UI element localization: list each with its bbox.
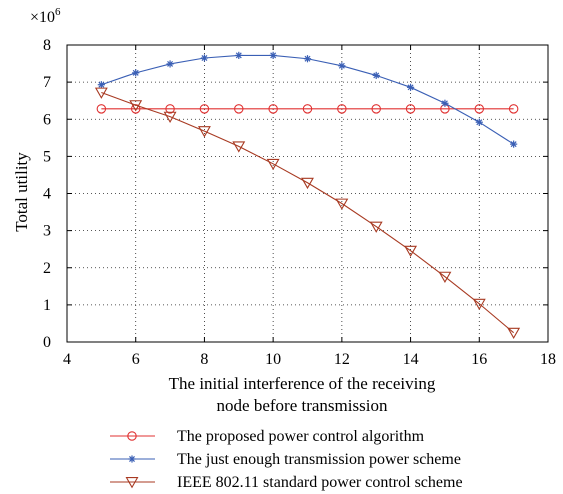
data-point-triangle xyxy=(438,271,452,283)
series-star xyxy=(97,51,518,148)
y-tick-label: 8 xyxy=(43,37,51,54)
data-point-triangle xyxy=(404,245,418,258)
x-axis-title-line-1: The initial interference of the receivin… xyxy=(169,374,436,393)
data-point-circle xyxy=(234,104,244,114)
data-point-triangle xyxy=(232,141,246,153)
data-point-triangle xyxy=(266,158,280,171)
data-point-triangle xyxy=(125,477,139,489)
x-tick-label: 4 xyxy=(63,351,71,368)
data-point-star xyxy=(269,51,277,59)
data-point-triangle xyxy=(197,126,211,138)
data-point-circle xyxy=(199,104,210,114)
y-tick-label: 6 xyxy=(43,111,51,128)
y-axis-title: Total utility xyxy=(12,152,31,232)
data-point-circle xyxy=(474,104,485,114)
data-point-star xyxy=(303,55,312,63)
series-line xyxy=(101,92,514,334)
y-multiplier-exponent: 6 xyxy=(55,6,61,18)
y-multiplier-base: ×10 xyxy=(30,9,55,26)
legend: The proposed power control algorithm The … xyxy=(110,428,463,491)
data-point-star xyxy=(235,51,243,59)
data-point-circle xyxy=(371,104,381,114)
data-point-circle xyxy=(508,104,519,114)
data-point-star xyxy=(475,118,483,126)
legend-item: The just enough transmission power schem… xyxy=(110,451,461,468)
y-tick-label: 1 xyxy=(43,297,51,314)
data-point-triangle xyxy=(129,100,143,112)
data-point-triangle xyxy=(301,177,314,190)
y-tick-label: 0 xyxy=(43,334,51,351)
data-point-star xyxy=(406,83,415,91)
data-point-star xyxy=(338,62,346,70)
data-point-star xyxy=(200,54,209,62)
data-point-triangle xyxy=(472,298,486,311)
data-point-circle xyxy=(127,431,137,441)
data-point-star xyxy=(97,81,105,89)
data-point-star xyxy=(510,140,518,148)
legend-label: The proposed power control algorithm xyxy=(177,428,425,445)
data-point-star xyxy=(132,69,140,77)
data-point-circle xyxy=(165,104,175,114)
data-point-circle xyxy=(268,104,278,114)
series-triangle-down xyxy=(94,87,521,340)
data-point-triangle xyxy=(163,111,177,123)
x-tick-label: 14 xyxy=(403,351,419,368)
legend-label: The just enough transmission power schem… xyxy=(177,451,461,468)
data-point-triangle xyxy=(335,198,349,210)
legend-item: The proposed power control algorithm xyxy=(110,428,425,445)
x-tick-label: 8 xyxy=(200,351,208,368)
x-tick-label: 10 xyxy=(265,351,281,368)
x-tick-label: 12 xyxy=(334,351,350,368)
series-circle xyxy=(96,104,519,114)
data-point-circle xyxy=(337,104,347,114)
legend-label: IEEE 802.11 standard power control schem… xyxy=(177,474,463,491)
data-point-circle xyxy=(302,104,313,114)
data-point-triangle xyxy=(369,221,383,233)
data-point-star xyxy=(372,71,380,80)
data-point-triangle xyxy=(94,87,108,99)
y-tick-label: 4 xyxy=(43,186,51,203)
y-tick-label: 3 xyxy=(43,223,51,240)
x-tick-label: 6 xyxy=(132,351,140,368)
data-point-triangle xyxy=(507,327,521,340)
series-line xyxy=(101,54,514,145)
y-tick-label: 7 xyxy=(43,74,51,91)
x-axis-title-line-2: node before transmission xyxy=(217,396,388,415)
data-point-star xyxy=(441,99,449,107)
data-point-star xyxy=(128,455,136,463)
y-axis-multiplier: ×106 xyxy=(30,6,61,26)
data-point-star xyxy=(166,60,174,68)
data-point-circle xyxy=(405,104,416,114)
x-tick-label: 16 xyxy=(471,351,487,368)
grid-lines xyxy=(67,45,548,342)
y-tick-label: 2 xyxy=(43,260,51,277)
data-point-circle xyxy=(96,104,107,114)
y-tick-label: 5 xyxy=(43,148,51,165)
series-group xyxy=(94,51,521,340)
x-tick-label: 18 xyxy=(540,351,556,368)
legend-item: IEEE 802.11 standard power control schem… xyxy=(110,474,463,491)
